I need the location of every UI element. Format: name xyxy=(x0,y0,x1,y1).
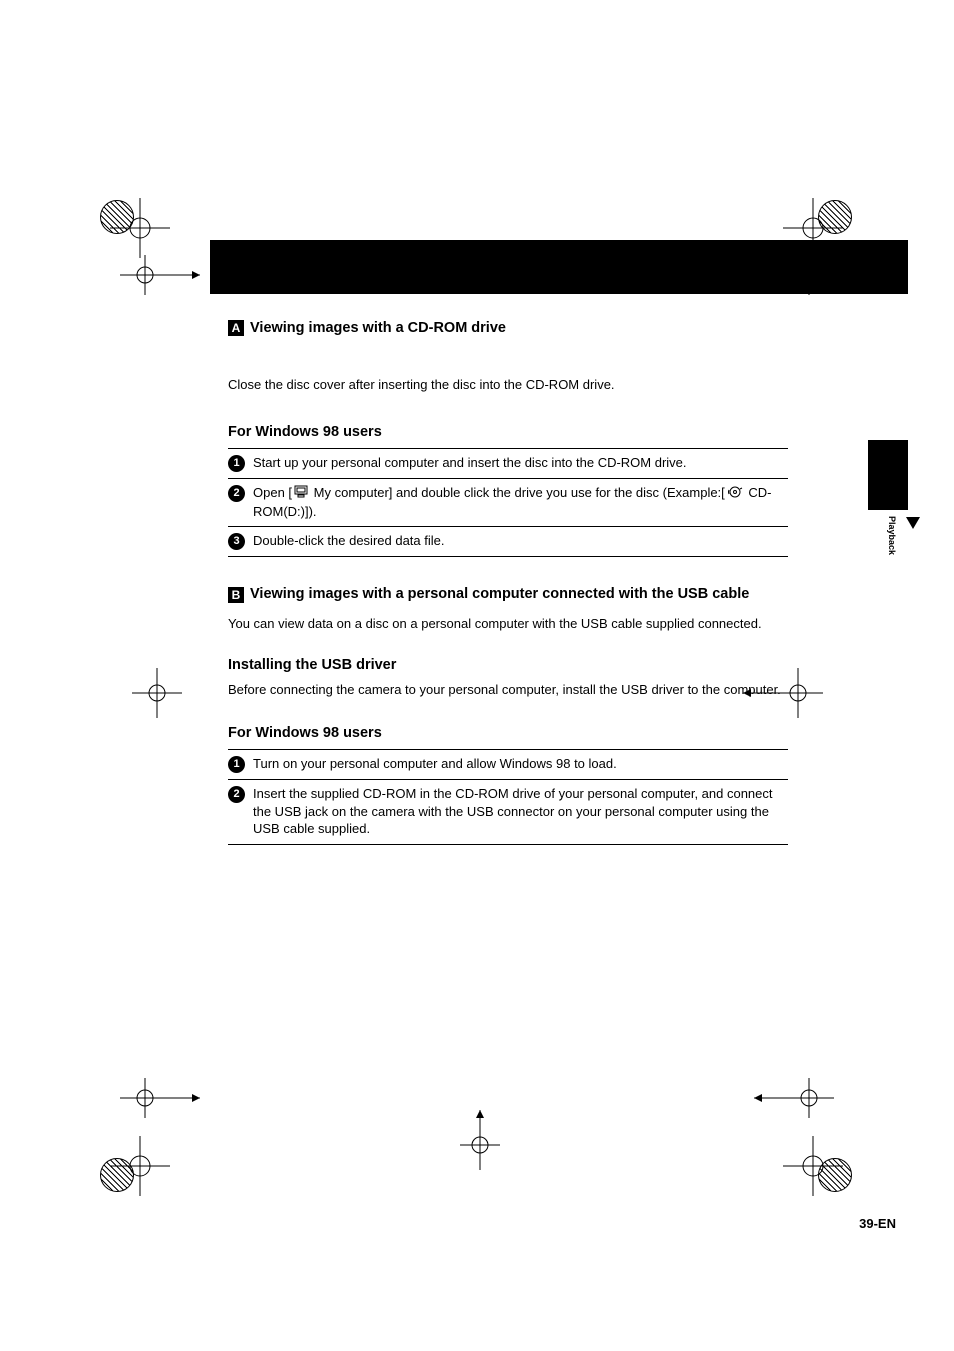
step-text: Double-click the desired data file. xyxy=(253,532,788,550)
registration-mark xyxy=(110,1136,170,1196)
my-computer-icon xyxy=(294,485,308,503)
step-number: 1 xyxy=(228,756,245,773)
step-number: 2 xyxy=(228,786,245,803)
steps-group-b: 1 Turn on your personal computer and all… xyxy=(228,749,788,845)
registration-mark xyxy=(120,255,200,295)
side-text: Playback xyxy=(887,516,897,555)
step-row: 2 Insert the supplied CD-ROM in the CD-R… xyxy=(228,779,788,844)
section-a-subhead: For Windows 98 users xyxy=(228,424,788,440)
page-content: A Viewing images with a CD-ROM drive Clo… xyxy=(228,240,788,845)
page-number: 39-EN xyxy=(859,1216,896,1231)
registration-mark xyxy=(460,1110,500,1170)
registration-mark xyxy=(132,668,182,718)
step-row: 1 Turn on your personal computer and all… xyxy=(228,749,788,779)
section-a-heading: A Viewing images with a CD-ROM drive xyxy=(228,320,788,336)
install-heading: Installing the USB driver xyxy=(228,657,788,673)
section-b-subhead: For Windows 98 users xyxy=(228,725,788,741)
section-b-letter: B xyxy=(228,587,244,603)
section-a-letter: A xyxy=(228,320,244,336)
steps-group-a: 1 Start up your personal computer and in… xyxy=(228,448,788,557)
step-text: Insert the supplied CD-ROM in the CD-ROM… xyxy=(253,785,788,838)
side-arrow-icon xyxy=(906,516,920,534)
step-text: Turn on your personal computer and allow… xyxy=(253,755,788,773)
header-bar xyxy=(210,240,908,294)
side-tab xyxy=(868,440,908,510)
registration-mark xyxy=(754,1078,834,1118)
section-b-heading: B Viewing images with a personal compute… xyxy=(228,585,788,605)
step-row: 2 Open [ My computer] and double click t… xyxy=(228,478,788,526)
section-b-title: Viewing images with a personal computer … xyxy=(250,585,749,605)
step-number: 1 xyxy=(228,455,245,472)
step-number: 3 xyxy=(228,533,245,550)
section-a-title: Viewing images with a CD-ROM drive xyxy=(250,320,506,336)
step-text: Open [ My computer] and double click the… xyxy=(253,484,788,520)
registration-mark xyxy=(783,1136,843,1196)
install-subtext: Before connecting the camera to your per… xyxy=(228,681,788,699)
section-b-body: You can view data on a disc on a persona… xyxy=(228,615,788,633)
step-row: 1 Start up your personal computer and in… xyxy=(228,448,788,478)
cd-drive-icon xyxy=(727,485,743,503)
registration-mark xyxy=(110,198,170,258)
section-a-lead: Close the disc cover after inserting the… xyxy=(228,376,788,394)
step-text: Start up your personal computer and inse… xyxy=(253,454,788,472)
step-number: 2 xyxy=(228,485,245,502)
step-row: 3 Double-click the desired data file. xyxy=(228,526,788,557)
registration-mark xyxy=(120,1078,200,1118)
